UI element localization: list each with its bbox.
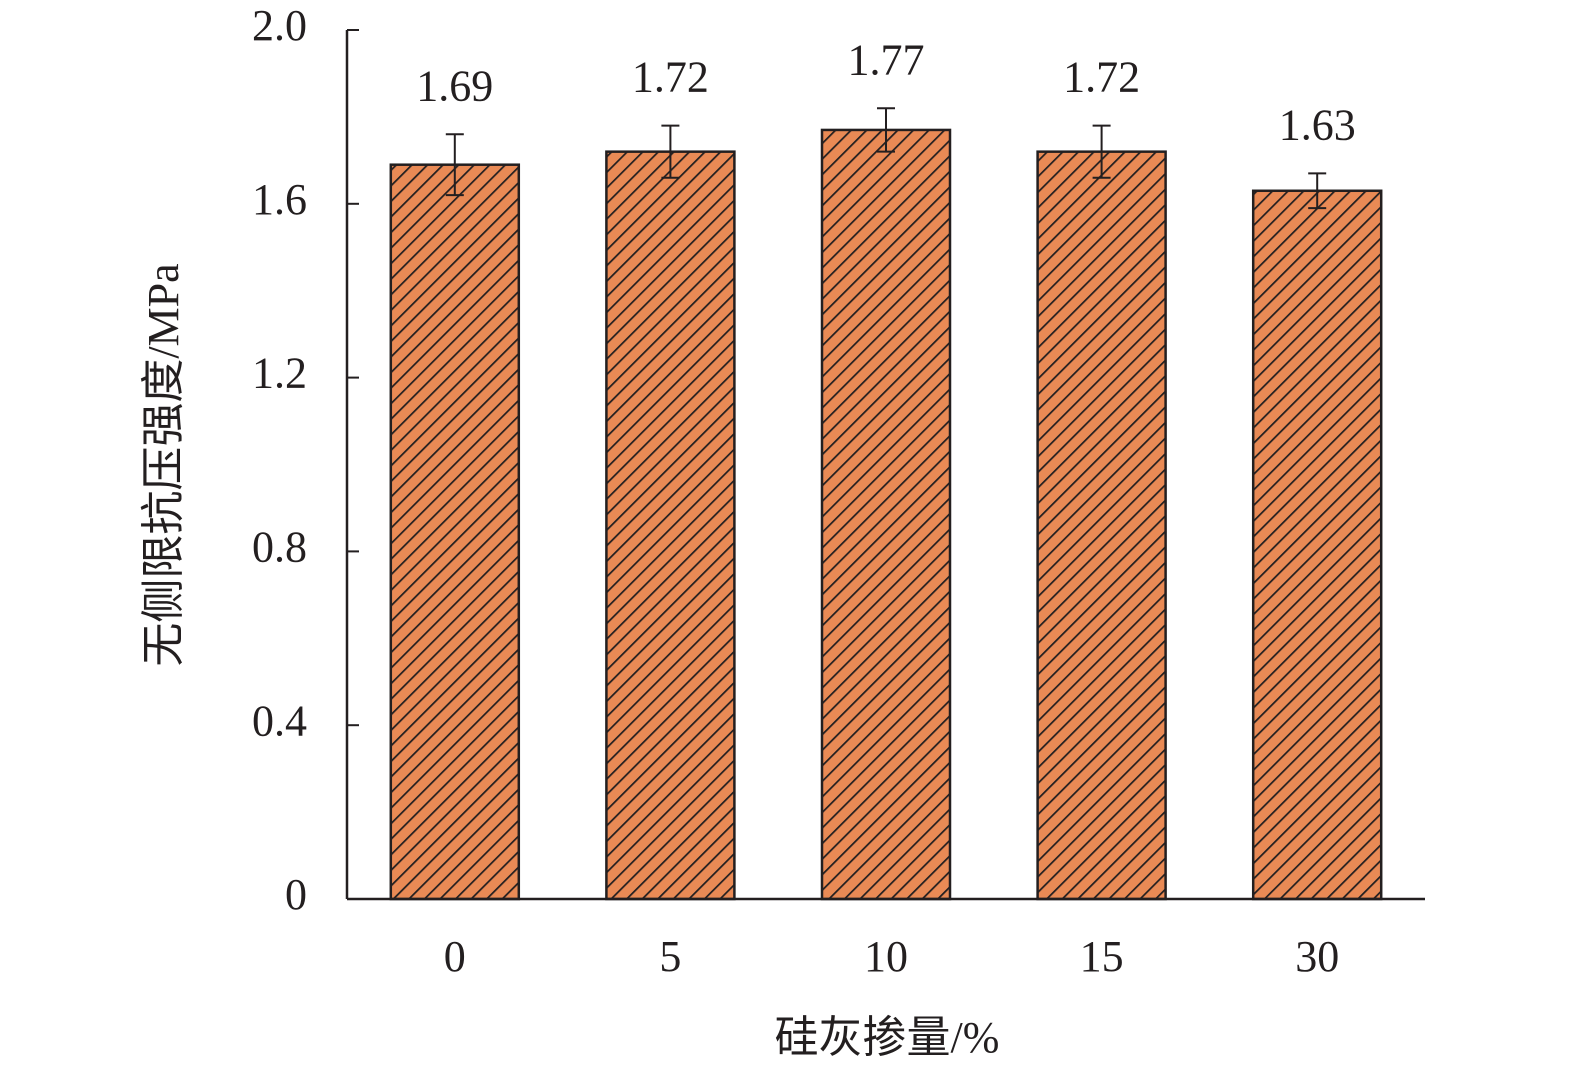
y-tick-label: 0.8 <box>252 522 307 571</box>
y-tick-label: 0.4 <box>252 696 307 745</box>
x-tick-label: 30 <box>1295 932 1339 981</box>
value-label: 1.72 <box>1063 53 1140 102</box>
x-tick-label: 10 <box>864 932 908 981</box>
x-axis-label: 硅灰掺量/% <box>775 1013 1000 1062</box>
y-tick-label: 0 <box>285 870 307 919</box>
bar-hatch <box>820 128 952 901</box>
bar-hatch <box>605 150 736 901</box>
value-label: 1.72 <box>632 53 709 102</box>
bar-hatch <box>1036 150 1167 901</box>
y-tick-label: 2.0 <box>252 1 307 50</box>
x-tick-label: 5 <box>659 932 681 981</box>
value-label: 1.63 <box>1279 100 1356 149</box>
y-tick-label: 1.6 <box>252 175 307 224</box>
bar-hatch <box>389 163 521 901</box>
value-label: 1.77 <box>848 35 925 84</box>
y-tick-label: 1.2 <box>252 349 307 398</box>
x-tick-label: 15 <box>1080 932 1124 981</box>
x-tick-label: 0 <box>444 932 466 981</box>
bar-hatch <box>1251 189 1383 901</box>
value-label: 1.69 <box>416 61 493 110</box>
y-axis-label: 无侧限抗压强度/MPa <box>139 263 188 666</box>
